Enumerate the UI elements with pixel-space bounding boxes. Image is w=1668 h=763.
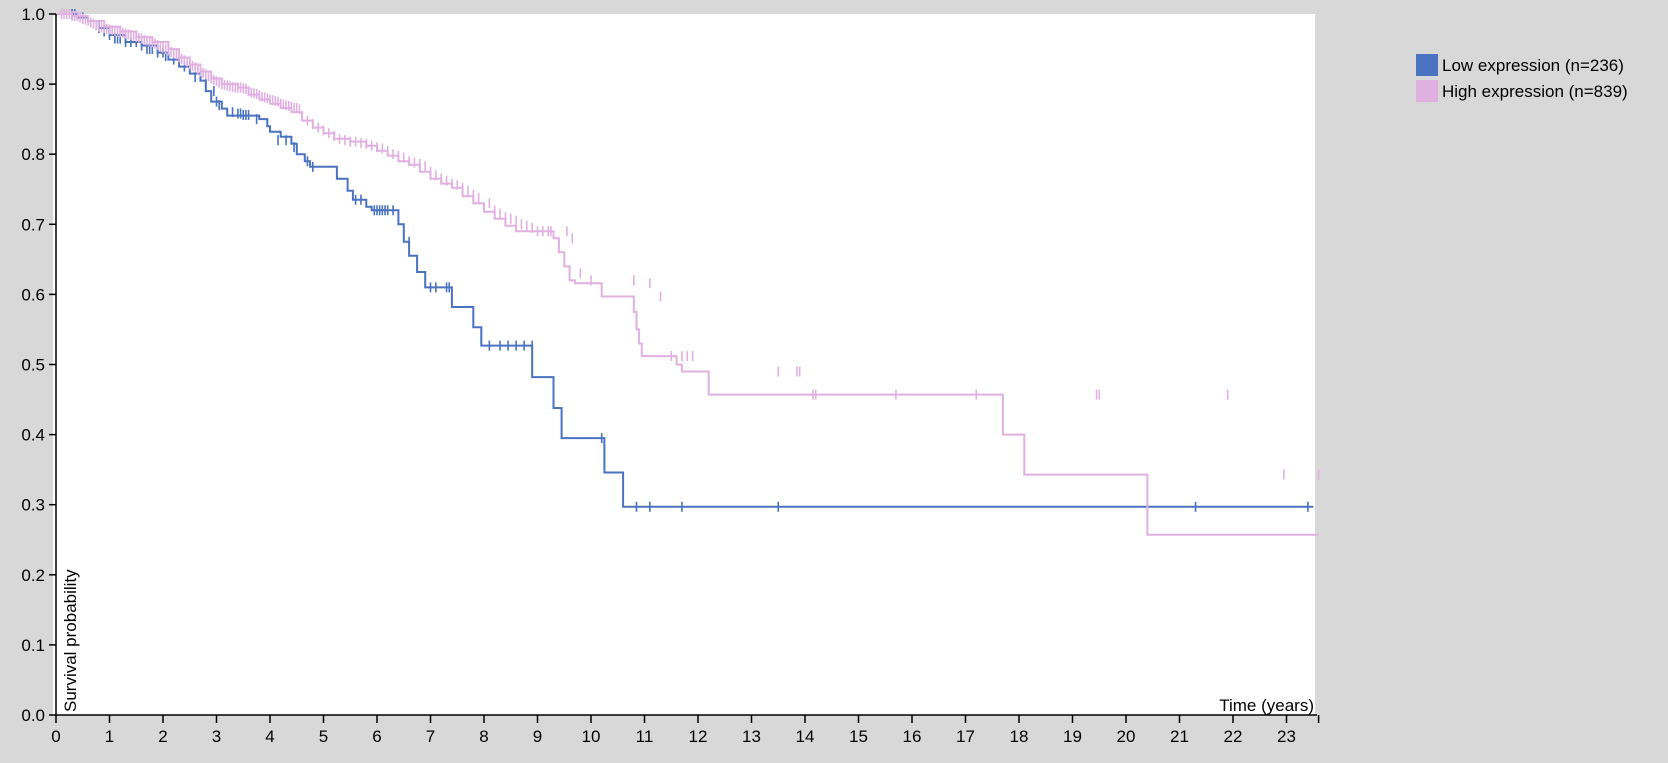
axes-layer: 0.00.10.20.30.40.50.60.70.80.91.00 1 2 3 4 5 6…: [21, 5, 1320, 746]
y-tick-label: 0.8: [21, 145, 45, 164]
legend-label-low: Low expression (n=236): [1442, 56, 1624, 75]
x-tick-label: 7: [426, 727, 435, 746]
x-tick-label: 14: [796, 727, 815, 746]
y-tick-label: 0.6: [21, 285, 45, 304]
x-tick-label: 1: [105, 727, 114, 746]
y-tick-label: 0.4: [21, 426, 45, 445]
series-high: [56, 9, 1320, 536]
x-tick-label: 3: [212, 727, 221, 746]
x-tick-label: 19: [1063, 727, 1082, 746]
y-axis-title: Survival probability: [61, 569, 80, 712]
series-layer: [56, 9, 1320, 536]
x-tick-label: 16: [903, 727, 922, 746]
x-tick-label: 17: [956, 727, 975, 746]
x-tick-label: 10: [582, 727, 601, 746]
x-tick-label: 13: [742, 727, 761, 746]
x-tick-label: 20: [1117, 727, 1136, 746]
y-tick-label: 0.2: [21, 566, 45, 585]
x-tick-label: 18: [1010, 727, 1029, 746]
x-tick-label: 21: [1170, 727, 1189, 746]
x-axis-title: Time (years): [1219, 696, 1314, 715]
x-tick-label: 11: [636, 727, 654, 746]
x-tick-label: 0: [51, 727, 60, 746]
x-tick-label: 5: [319, 727, 328, 746]
x-tick-label: 23: [1277, 727, 1296, 746]
x-tick-label: 22: [1224, 727, 1243, 746]
y-tick-label: 0.1: [21, 636, 45, 655]
x-tick-label: 8: [479, 727, 488, 746]
y-tick-label: 0.9: [21, 75, 45, 94]
x-tick-label: 12: [689, 727, 708, 746]
y-tick-label: 1.0: [21, 5, 45, 24]
legend: Low expression (n=236) High expression (…: [1416, 54, 1628, 102]
x-tick-label: 15: [849, 727, 868, 746]
y-tick-label: 0.3: [21, 496, 45, 515]
plot-area: [53, 14, 1315, 715]
legend-swatch-high: [1416, 80, 1438, 102]
x-tick-label: 2: [158, 727, 167, 746]
x-tick-label: 4: [265, 727, 274, 746]
legend-label-high: High expression (n=839): [1442, 82, 1628, 101]
y-tick-label: 0.5: [21, 356, 45, 375]
legend-swatch-low: [1416, 54, 1438, 76]
y-tick-label: 0.7: [21, 215, 45, 234]
y-tick-label: 0.0: [21, 706, 45, 725]
x-tick-label: 6: [372, 727, 381, 746]
x-tick-label: 9: [533, 727, 542, 746]
